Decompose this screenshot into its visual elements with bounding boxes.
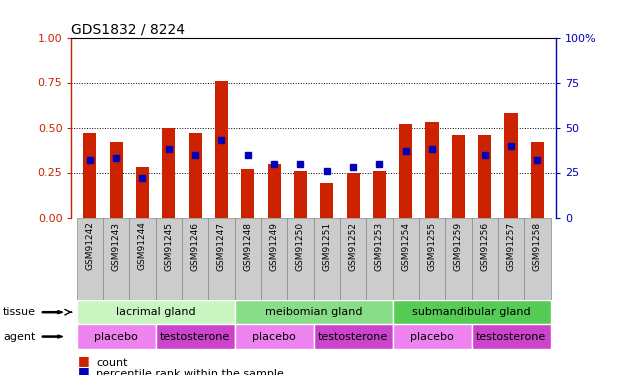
FancyBboxPatch shape	[498, 217, 524, 300]
Text: GSM91244: GSM91244	[138, 222, 147, 270]
Text: placebo: placebo	[252, 332, 296, 342]
Text: GSM91252: GSM91252	[348, 222, 358, 271]
Text: lacrimal gland: lacrimal gland	[116, 307, 196, 317]
FancyBboxPatch shape	[471, 217, 498, 300]
Text: GSM91247: GSM91247	[217, 222, 226, 271]
Text: tissue: tissue	[3, 307, 36, 317]
Text: testosterone: testosterone	[160, 332, 230, 342]
FancyBboxPatch shape	[340, 217, 366, 300]
Text: GSM91253: GSM91253	[375, 222, 384, 271]
Bar	[373, 171, 386, 217]
FancyBboxPatch shape	[235, 324, 314, 349]
Text: GSM91254: GSM91254	[401, 222, 410, 271]
FancyBboxPatch shape	[419, 217, 445, 300]
FancyBboxPatch shape	[76, 217, 103, 300]
Bar	[425, 122, 438, 218]
FancyBboxPatch shape	[76, 300, 235, 324]
Bar	[189, 133, 202, 218]
FancyBboxPatch shape	[76, 324, 156, 349]
FancyBboxPatch shape	[314, 324, 392, 349]
Bar	[347, 172, 360, 217]
FancyBboxPatch shape	[392, 324, 471, 349]
Text: GSM91250: GSM91250	[296, 222, 305, 271]
Text: testosterone: testosterone	[476, 332, 546, 342]
Text: submandibular gland: submandibular gland	[412, 307, 531, 317]
Text: meibomian gland: meibomian gland	[265, 307, 363, 317]
FancyBboxPatch shape	[445, 217, 471, 300]
Bar	[162, 128, 175, 218]
Text: GSM91259: GSM91259	[454, 222, 463, 271]
FancyBboxPatch shape	[524, 217, 551, 300]
Bar	[241, 169, 255, 217]
Bar	[109, 142, 123, 218]
Bar	[320, 183, 333, 218]
FancyBboxPatch shape	[288, 217, 314, 300]
FancyBboxPatch shape	[103, 217, 129, 300]
FancyBboxPatch shape	[366, 217, 392, 300]
Text: GSM91242: GSM91242	[85, 222, 94, 270]
Text: GSM91249: GSM91249	[270, 222, 279, 271]
Bar	[452, 135, 465, 218]
Text: ■: ■	[78, 354, 89, 367]
Text: GSM91255: GSM91255	[428, 222, 437, 271]
Bar	[268, 164, 281, 218]
Bar	[136, 167, 149, 217]
Text: ■: ■	[78, 365, 89, 375]
Text: percentile rank within the sample: percentile rank within the sample	[96, 369, 284, 375]
Text: GSM91258: GSM91258	[533, 222, 542, 271]
Bar	[478, 135, 491, 218]
Text: GSM91246: GSM91246	[191, 222, 199, 271]
FancyBboxPatch shape	[208, 217, 235, 300]
FancyBboxPatch shape	[156, 324, 235, 349]
Text: count: count	[96, 358, 128, 368]
FancyBboxPatch shape	[471, 324, 551, 349]
Bar	[504, 113, 518, 218]
Text: agent: agent	[3, 332, 35, 342]
Text: GSM91248: GSM91248	[243, 222, 252, 271]
FancyBboxPatch shape	[261, 217, 288, 300]
FancyBboxPatch shape	[392, 217, 419, 300]
FancyBboxPatch shape	[182, 217, 208, 300]
Bar	[294, 171, 307, 217]
Text: GDS1832 / 8224: GDS1832 / 8224	[71, 22, 186, 36]
FancyBboxPatch shape	[235, 300, 392, 324]
Bar	[215, 81, 228, 218]
Text: placebo: placebo	[94, 332, 138, 342]
FancyBboxPatch shape	[392, 300, 551, 324]
Text: placebo: placebo	[410, 332, 454, 342]
Text: GSM91257: GSM91257	[507, 222, 515, 271]
Bar	[399, 124, 412, 218]
Bar	[531, 142, 544, 218]
FancyBboxPatch shape	[235, 217, 261, 300]
FancyBboxPatch shape	[156, 217, 182, 300]
Bar	[83, 133, 96, 218]
Text: GSM91245: GSM91245	[165, 222, 173, 271]
FancyBboxPatch shape	[314, 217, 340, 300]
FancyBboxPatch shape	[129, 217, 156, 300]
Text: GSM91251: GSM91251	[322, 222, 331, 271]
Text: testosterone: testosterone	[318, 332, 388, 342]
Text: GSM91256: GSM91256	[480, 222, 489, 271]
Text: GSM91243: GSM91243	[112, 222, 120, 271]
